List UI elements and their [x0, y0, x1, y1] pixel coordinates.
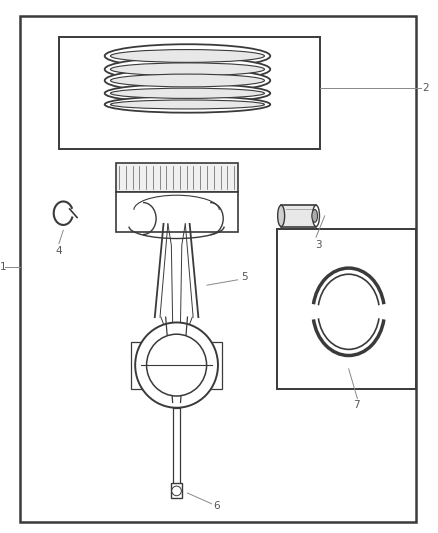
Text: 4: 4	[56, 246, 62, 255]
Ellipse shape	[105, 84, 270, 103]
Text: 1: 1	[0, 262, 7, 271]
Ellipse shape	[110, 88, 265, 99]
Ellipse shape	[313, 205, 319, 227]
Ellipse shape	[105, 44, 270, 68]
Bar	[281, 205, 316, 227]
Bar	[277, 229, 416, 389]
Bar	[131, 342, 146, 389]
Ellipse shape	[105, 96, 270, 112]
Ellipse shape	[278, 205, 285, 227]
Ellipse shape	[312, 209, 318, 222]
Text: 6: 6	[213, 502, 220, 511]
Text: 3: 3	[315, 240, 322, 250]
Bar	[116, 163, 237, 192]
Ellipse shape	[105, 69, 270, 92]
Ellipse shape	[110, 63, 265, 76]
Bar	[207, 342, 223, 389]
Ellipse shape	[110, 74, 265, 87]
Bar	[116, 192, 237, 232]
Bar	[171, 483, 182, 498]
Text: 7: 7	[353, 400, 360, 410]
Ellipse shape	[135, 322, 218, 408]
Ellipse shape	[110, 100, 265, 109]
Text: 2: 2	[423, 83, 429, 93]
Ellipse shape	[105, 58, 270, 81]
Ellipse shape	[110, 50, 265, 62]
Ellipse shape	[172, 486, 181, 496]
Text: 5: 5	[241, 272, 247, 282]
Ellipse shape	[147, 334, 207, 396]
Bar	[59, 37, 320, 149]
